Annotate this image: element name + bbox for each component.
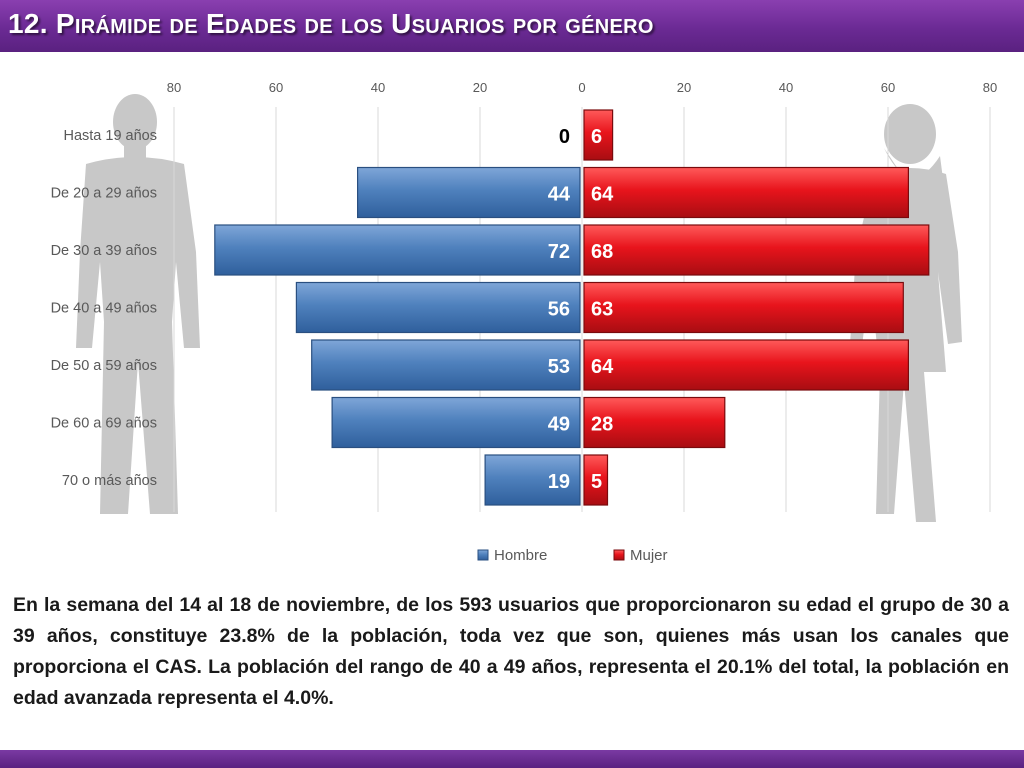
slide-title: 12. Pirámide de Edades de los Usuarios p… [8, 8, 654, 39]
category-label: Hasta 19 años [63, 128, 157, 144]
category-label: De 40 a 49 años [51, 301, 157, 317]
data-label-mujer: 6 [591, 126, 602, 148]
bar-mujer [583, 281, 904, 334]
category-label: De 20 a 29 años [51, 186, 157, 202]
data-label-hombre: 49 [548, 414, 570, 436]
category-label: De 50 a 59 años [51, 358, 157, 374]
data-label-mujer: 28 [591, 414, 613, 436]
x-tick-label: 80 [983, 80, 997, 95]
legend-label: Mujer [630, 547, 668, 564]
x-tick-label: 20 [677, 80, 691, 95]
bar-hombre [311, 339, 581, 391]
x-tick-label: 40 [779, 80, 793, 95]
data-label-mujer: 64 [591, 184, 614, 206]
title-bar: 12. Pirámide de Edades de los Usuarios p… [0, 0, 1024, 52]
data-labels: 0 6 44 64 72 68 56 63 53 64 49 28 19 5 [548, 126, 614, 493]
chart-area: 80 60 40 20 0 20 40 60 80 Hasta 19 años De 20 a 2… [0, 52, 1024, 580]
bar-hombre [295, 281, 581, 334]
data-label-hombre: 19 [548, 471, 570, 493]
bar-mujer [583, 166, 909, 219]
legend-swatch [477, 549, 489, 561]
x-tick-label: 80 [167, 80, 181, 95]
data-label-hombre: 44 [548, 184, 571, 206]
data-label-hombre: 53 [548, 356, 570, 378]
bar-hombre [214, 224, 581, 276]
man-silhouette-icon [76, 94, 200, 514]
x-tick-label: 60 [269, 80, 283, 95]
data-label-hombre: 56 [548, 299, 570, 321]
bar-hombre [357, 166, 581, 219]
bar-mujer [583, 224, 930, 276]
data-label-mujer: 64 [591, 356, 614, 378]
category-label: De 30 a 39 años [51, 243, 157, 259]
x-tick-label: 0 [578, 80, 585, 95]
bar-mujer [583, 109, 614, 161]
data-label-hombre: 72 [548, 241, 570, 263]
bar-mujer [583, 396, 726, 449]
bar-hombre [484, 454, 581, 506]
bars [214, 109, 930, 506]
data-label-hombre: 0 [559, 126, 570, 148]
summary-paragraph: En la semana del 14 al 18 de noviembre, … [13, 594, 1009, 709]
category-label: 70 o más años [62, 473, 157, 489]
x-tick-label: 60 [881, 80, 895, 95]
data-label-mujer: 5 [591, 471, 602, 493]
x-axis-ticks: 80 60 40 20 0 20 40 60 80 [167, 80, 997, 95]
bottom-bar [0, 750, 1024, 768]
x-tick-label: 40 [371, 80, 385, 95]
bar-mujer [583, 339, 909, 391]
data-label-mujer: 63 [591, 299, 613, 321]
category-label: De 60 a 69 años [51, 416, 157, 432]
x-tick-label: 20 [473, 80, 487, 95]
bar-mujer [583, 454, 609, 506]
legend: Hombre Mujer [477, 547, 668, 564]
legend-swatch [613, 549, 625, 561]
legend-label: Hombre [494, 547, 547, 564]
category-labels: Hasta 19 años De 20 a 29 años De 30 a 39 a… [51, 128, 157, 489]
bar-hombre [331, 396, 581, 449]
data-label-mujer: 68 [591, 241, 613, 263]
